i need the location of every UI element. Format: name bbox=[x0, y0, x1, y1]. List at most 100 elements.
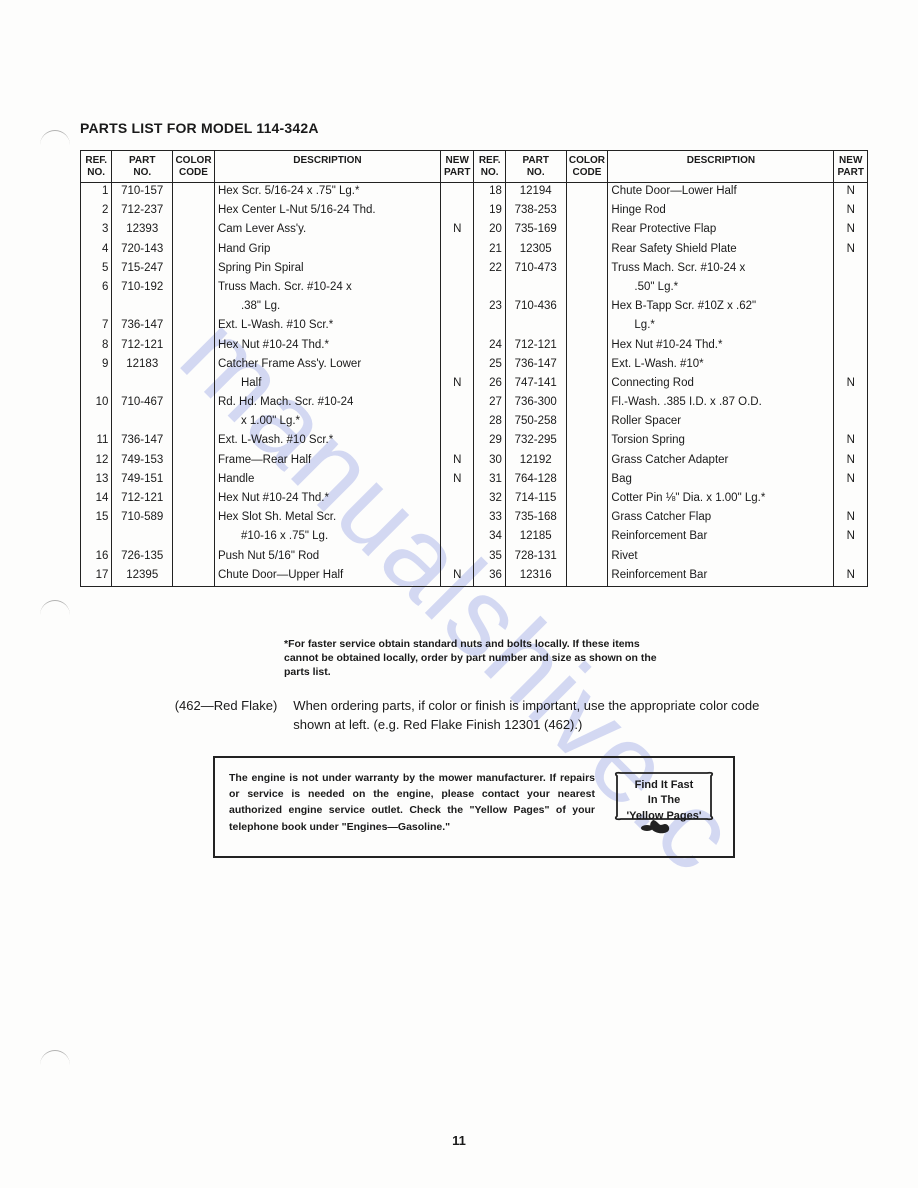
cell-part: 12192 bbox=[505, 452, 566, 471]
cell-part bbox=[505, 279, 566, 298]
cell-part: 736-147 bbox=[112, 432, 173, 451]
cell-part bbox=[112, 375, 173, 394]
cell-code bbox=[173, 413, 215, 432]
cell-ref: 36 bbox=[474, 567, 505, 587]
cell-new bbox=[834, 279, 868, 298]
cell-ref: 14 bbox=[81, 490, 112, 509]
cell-ref: 10 bbox=[81, 394, 112, 413]
cell-code bbox=[566, 356, 608, 375]
cell-desc: Torsion Spring bbox=[608, 432, 834, 451]
cell-ref: 21 bbox=[474, 241, 505, 260]
cell-desc: .38" Lg. bbox=[214, 298, 440, 317]
cell-desc: .50" Lg.* bbox=[608, 279, 834, 298]
cell-part: 735-168 bbox=[505, 509, 566, 528]
cell-new: N bbox=[440, 471, 473, 490]
cell-desc: Lg.* bbox=[608, 317, 834, 336]
cell-ref: 8 bbox=[81, 337, 112, 356]
cell-desc: Reinforcement Bar bbox=[608, 528, 834, 547]
cell-new bbox=[834, 298, 868, 317]
cell-part: 12185 bbox=[505, 528, 566, 547]
cell-part: 710-467 bbox=[112, 394, 173, 413]
cell-code bbox=[566, 528, 608, 547]
cell-ref: 2 bbox=[81, 202, 112, 221]
cell-ref: 12 bbox=[81, 452, 112, 471]
cell-part: 738-253 bbox=[505, 202, 566, 221]
cell-new bbox=[440, 432, 473, 451]
cell-code bbox=[566, 375, 608, 394]
cell-ref: 29 bbox=[474, 432, 505, 451]
table-header-row: REF.NO. PARTNO. COLORCODE DESCRIPTION NE… bbox=[81, 151, 868, 183]
cell-part: 764-128 bbox=[505, 471, 566, 490]
cell-part: 712-237 bbox=[112, 202, 173, 221]
cell-new bbox=[440, 356, 473, 375]
cell-part: 710-192 bbox=[112, 279, 173, 298]
cell-code bbox=[173, 432, 215, 451]
cell-code bbox=[173, 375, 215, 394]
cell-ref: 32 bbox=[474, 490, 505, 509]
cell-new: N bbox=[834, 202, 868, 221]
cell-ref bbox=[474, 317, 505, 336]
cell-code bbox=[566, 509, 608, 528]
cell-code bbox=[566, 490, 608, 509]
cell-part: 712-121 bbox=[505, 337, 566, 356]
cell-new bbox=[440, 183, 473, 203]
cell-code bbox=[566, 452, 608, 471]
cell-new bbox=[834, 490, 868, 509]
cell-desc: Rear Protective Flap bbox=[608, 221, 834, 240]
cell-part: 712-121 bbox=[112, 490, 173, 509]
cell-desc: Hinge Rod bbox=[608, 202, 834, 221]
cell-ref: 22 bbox=[474, 260, 505, 279]
cell-part: 726-135 bbox=[112, 548, 173, 567]
cell-code bbox=[566, 413, 608, 432]
cell-part: 12183 bbox=[112, 356, 173, 375]
cell-new bbox=[440, 260, 473, 279]
table-row: #10-16 x .75" Lg.3412185Reinforcement Ba… bbox=[81, 528, 868, 547]
cell-code bbox=[173, 567, 215, 587]
cell-code bbox=[566, 183, 608, 203]
cell-ref: 3 bbox=[81, 221, 112, 240]
cell-desc: Hex Nut #10-24 Thd.* bbox=[608, 337, 834, 356]
cell-part: 750-258 bbox=[505, 413, 566, 432]
cell-desc: Ext. L-Wash. #10 Scr.* bbox=[214, 317, 440, 336]
cell-part: 710-473 bbox=[505, 260, 566, 279]
cell-desc: Rd. Hd. Mach. Scr. #10-24 bbox=[214, 394, 440, 413]
cell-desc: Hex Slot Sh. Metal Scr. bbox=[214, 509, 440, 528]
cell-desc: Cam Lever Ass'y. bbox=[214, 221, 440, 240]
cell-new bbox=[440, 413, 473, 432]
cell-code bbox=[566, 241, 608, 260]
table-row: 13749-151HandleN31764-128BagN bbox=[81, 471, 868, 490]
table-row: 912183Catcher Frame Ass'y. Lower25736-14… bbox=[81, 356, 868, 375]
cell-new bbox=[440, 548, 473, 567]
cell-part: 732-295 bbox=[505, 432, 566, 451]
cell-part: 12305 bbox=[505, 241, 566, 260]
cell-ref: 18 bbox=[474, 183, 505, 203]
table-row: 1710-157Hex Scr. 5/16-24 x .75" Lg.*1812… bbox=[81, 183, 868, 203]
cell-new bbox=[440, 337, 473, 356]
cell-desc: Catcher Frame Ass'y. Lower bbox=[214, 356, 440, 375]
cell-ref: 31 bbox=[474, 471, 505, 490]
cell-ref: 13 bbox=[81, 471, 112, 490]
cell-new: N bbox=[834, 452, 868, 471]
cell-ref: 16 bbox=[81, 548, 112, 567]
cell-new bbox=[834, 548, 868, 567]
cell-new bbox=[834, 413, 868, 432]
color-code-label: (462—Red Flake) bbox=[175, 697, 278, 733]
cell-new bbox=[440, 241, 473, 260]
cell-new: N bbox=[834, 471, 868, 490]
cell-part: 747-141 bbox=[505, 375, 566, 394]
cell-new: N bbox=[834, 183, 868, 203]
cell-new bbox=[440, 394, 473, 413]
cell-code bbox=[173, 241, 215, 260]
cell-part: 720-143 bbox=[112, 241, 173, 260]
cell-desc: Bag bbox=[608, 471, 834, 490]
engine-warranty-box: The engine is not under warranty by the … bbox=[213, 756, 735, 858]
cell-part: 749-151 bbox=[112, 471, 173, 490]
cell-desc: Hex B-Tapp Scr. #10Z x .62" bbox=[608, 298, 834, 317]
cell-desc: Truss Mach. Scr. #10-24 x bbox=[214, 279, 440, 298]
cell-desc: Chute Door—Upper Half bbox=[214, 567, 440, 587]
cell-desc: Rear Safety Shield Plate bbox=[608, 241, 834, 260]
cell-ref: 24 bbox=[474, 337, 505, 356]
cell-desc: Ext. L-Wash. #10* bbox=[608, 356, 834, 375]
table-row: 11736-147Ext. L-Wash. #10 Scr.*29732-295… bbox=[81, 432, 868, 451]
cell-desc: Hex Nut #10-24 Thd.* bbox=[214, 337, 440, 356]
